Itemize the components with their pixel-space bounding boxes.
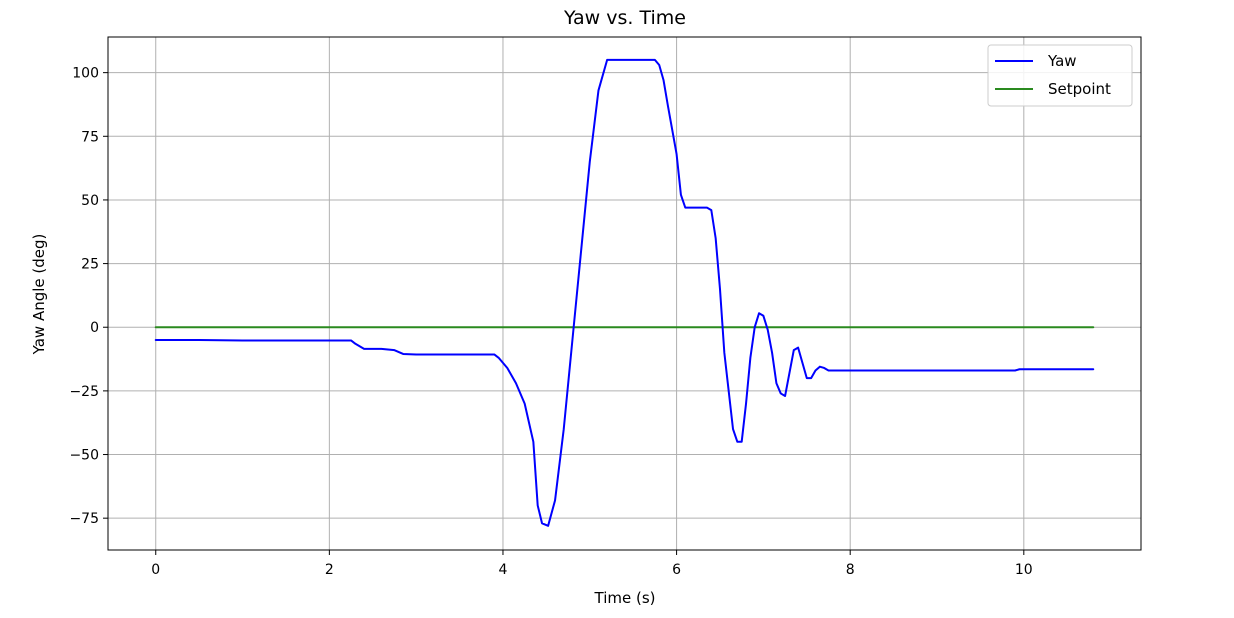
x-axis-ticks: 0 2 4 6 8 10 <box>151 550 1033 578</box>
x-tick-label: 6 <box>672 562 681 578</box>
y-tick-label: 100 <box>72 66 99 82</box>
y-tick-label: −75 <box>69 511 99 527</box>
y-tick-label: 75 <box>81 129 99 145</box>
plot-series <box>154 58 1095 527</box>
chart-title: Yaw vs. Time <box>563 7 686 29</box>
x-tick-label: 0 <box>151 562 160 578</box>
x-tick-label: 10 <box>1015 562 1033 578</box>
y-tick-label: −50 <box>69 448 99 464</box>
y-tick-label: 25 <box>81 257 99 273</box>
y-tick-label: 0 <box>90 320 99 336</box>
x-axis-label: Time (s) <box>594 589 656 607</box>
y-axis-ticks: −75 −50 −25 0 25 50 75 100 <box>69 66 108 527</box>
plot-frame <box>107 36 1142 551</box>
y-tick-label: 50 <box>81 193 99 209</box>
series-line-yaw <box>154 58 1095 527</box>
legend-label-setpoint: Setpoint <box>1048 80 1111 98</box>
x-tick-label: 4 <box>499 562 508 578</box>
grid <box>108 37 1141 550</box>
x-tick-label: 2 <box>325 562 334 578</box>
y-axis-label: Yaw Angle (deg) <box>30 234 48 356</box>
legend-label-yaw: Yaw <box>1047 52 1077 70</box>
legend: Yaw Setpoint <box>987 44 1133 107</box>
y-tick-label: −25 <box>69 384 99 400</box>
x-tick-label: 8 <box>846 562 855 578</box>
